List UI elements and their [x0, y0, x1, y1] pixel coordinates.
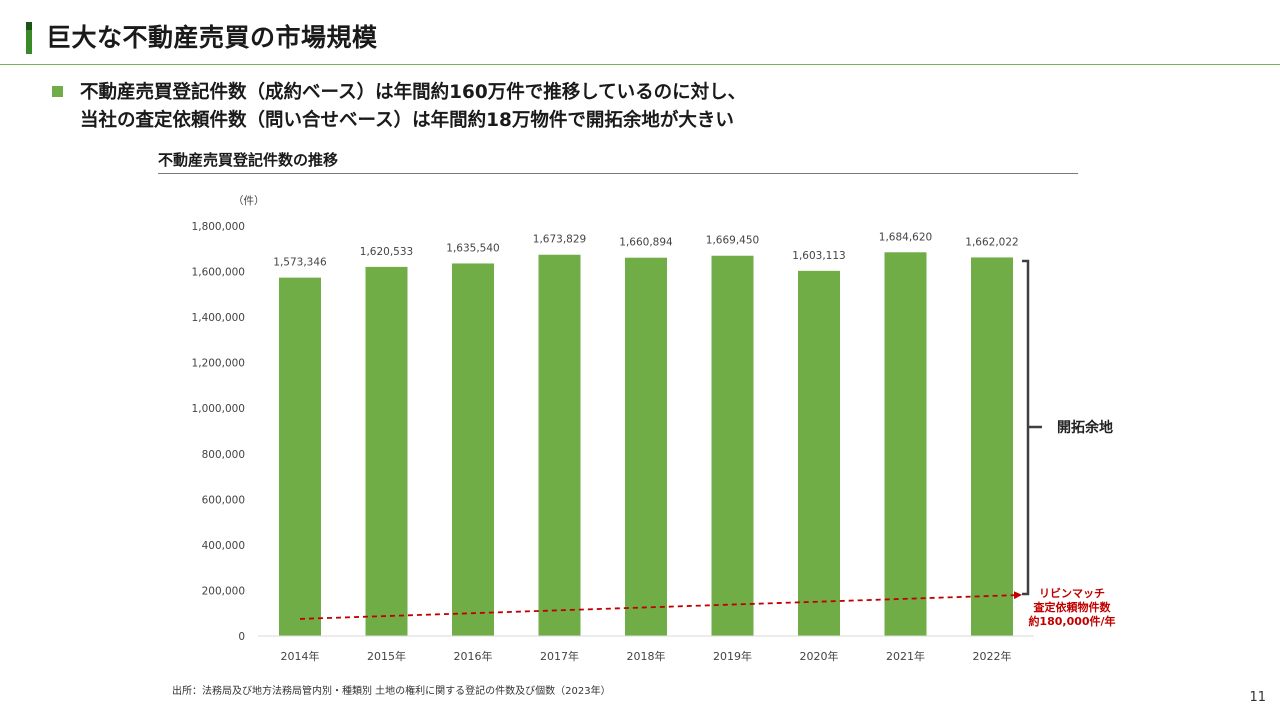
bar	[279, 277, 321, 636]
bar	[452, 263, 494, 636]
bar-value-label: 1,573,346	[273, 257, 327, 269]
x-tick-label: 2021年	[886, 649, 925, 663]
y-tick-label: 200,000	[202, 585, 245, 597]
bracket-label: 開拓余地	[1057, 419, 1113, 436]
y-tick-label: 1,800,000	[192, 221, 245, 233]
bullet-square-icon	[52, 86, 63, 97]
lead-text-line-2: 当社の査定依頼件数（問い合せベース）は年間約18万物件で開拓余地が大きい	[80, 110, 734, 131]
trend-label-line-1: リビンマッチ	[1039, 586, 1105, 600]
trend-label-line-2: 査定依頼物件数	[1034, 600, 1112, 614]
bar	[365, 266, 408, 636]
x-tick-label: 2022年	[973, 649, 1012, 663]
x-axis: 2014年 2015年 2016年 2017年 2018年 2019年 2020年 2021年…	[281, 649, 1012, 663]
bar	[538, 254, 581, 636]
bar-value-label: 1,662,022	[965, 236, 1018, 248]
x-tick-label: 2019年	[713, 649, 752, 663]
y-tick-label: 1,000,000	[192, 403, 245, 415]
y-axis: 0 200,000 400,000 600,000 800,000 1,000,000 1,…	[192, 221, 245, 643]
y-tick-label: 800,000	[202, 449, 245, 461]
title-divider	[0, 64, 1280, 65]
chart-title: 不動産売買登記件数の推移	[158, 151, 339, 169]
x-tick-label: 2018年	[627, 649, 666, 663]
title-accent-bar	[26, 22, 32, 54]
bar-value-label: 1,669,450	[706, 235, 759, 247]
bar-value-label: 1,603,113	[792, 250, 845, 262]
bar-value-label: 1,620,533	[360, 246, 413, 258]
bars-group	[279, 252, 1013, 636]
x-tick-label: 2015年	[367, 649, 406, 663]
y-tick-label: 400,000	[202, 540, 245, 552]
bar	[711, 255, 754, 636]
bar	[884, 252, 927, 636]
y-axis-unit-label: （件）	[233, 195, 265, 207]
headroom-bracket	[1022, 259, 1042, 596]
source-note: 出所：法務局及び地方法務局管内別・種類別 土地の権利に関する登記の件数及び個数（…	[172, 686, 611, 697]
y-tick-label: 1,600,000	[192, 267, 245, 279]
bar-value-label: 1,684,620	[879, 231, 932, 243]
y-tick-label: 1,200,000	[192, 358, 245, 370]
trend-arrow-line	[299, 591, 1022, 620]
bar	[798, 270, 840, 636]
slide-title: 巨大な不動産売買の市場規模	[46, 23, 378, 52]
title-accent-bar-tip	[26, 22, 32, 30]
x-tick-label: 2020年	[800, 649, 839, 663]
chart-title-divider	[158, 173, 1078, 174]
bar	[625, 257, 667, 636]
value-labels-group: 1,573,346 1,620,533 1,635,540 1,673,829 1,66…	[273, 231, 1018, 268]
x-tick-label: 2014年	[281, 649, 320, 663]
bar-value-label: 1,660,894	[619, 237, 673, 249]
x-tick-label: 2016年	[454, 649, 493, 663]
lead-text-line-1: 不動産売買登記件数（成約ベース）は年間約160万件で推移しているのに対し、	[80, 82, 747, 103]
bar-value-label: 1,673,829	[533, 234, 586, 246]
bar-value-label: 1,635,540	[446, 242, 499, 254]
trend-label-line-3: 約180,000件/年	[1028, 614, 1115, 628]
bar	[971, 257, 1013, 636]
y-tick-label: 1,400,000	[192, 312, 245, 324]
page-number: 11	[1249, 690, 1266, 705]
y-tick-label: 600,000	[202, 494, 245, 506]
y-tick-label: 0	[238, 631, 245, 643]
x-tick-label: 2017年	[540, 649, 579, 663]
trend-annotation: リビンマッチ 査定依頼物件数 約180,000件/年	[1028, 586, 1115, 628]
